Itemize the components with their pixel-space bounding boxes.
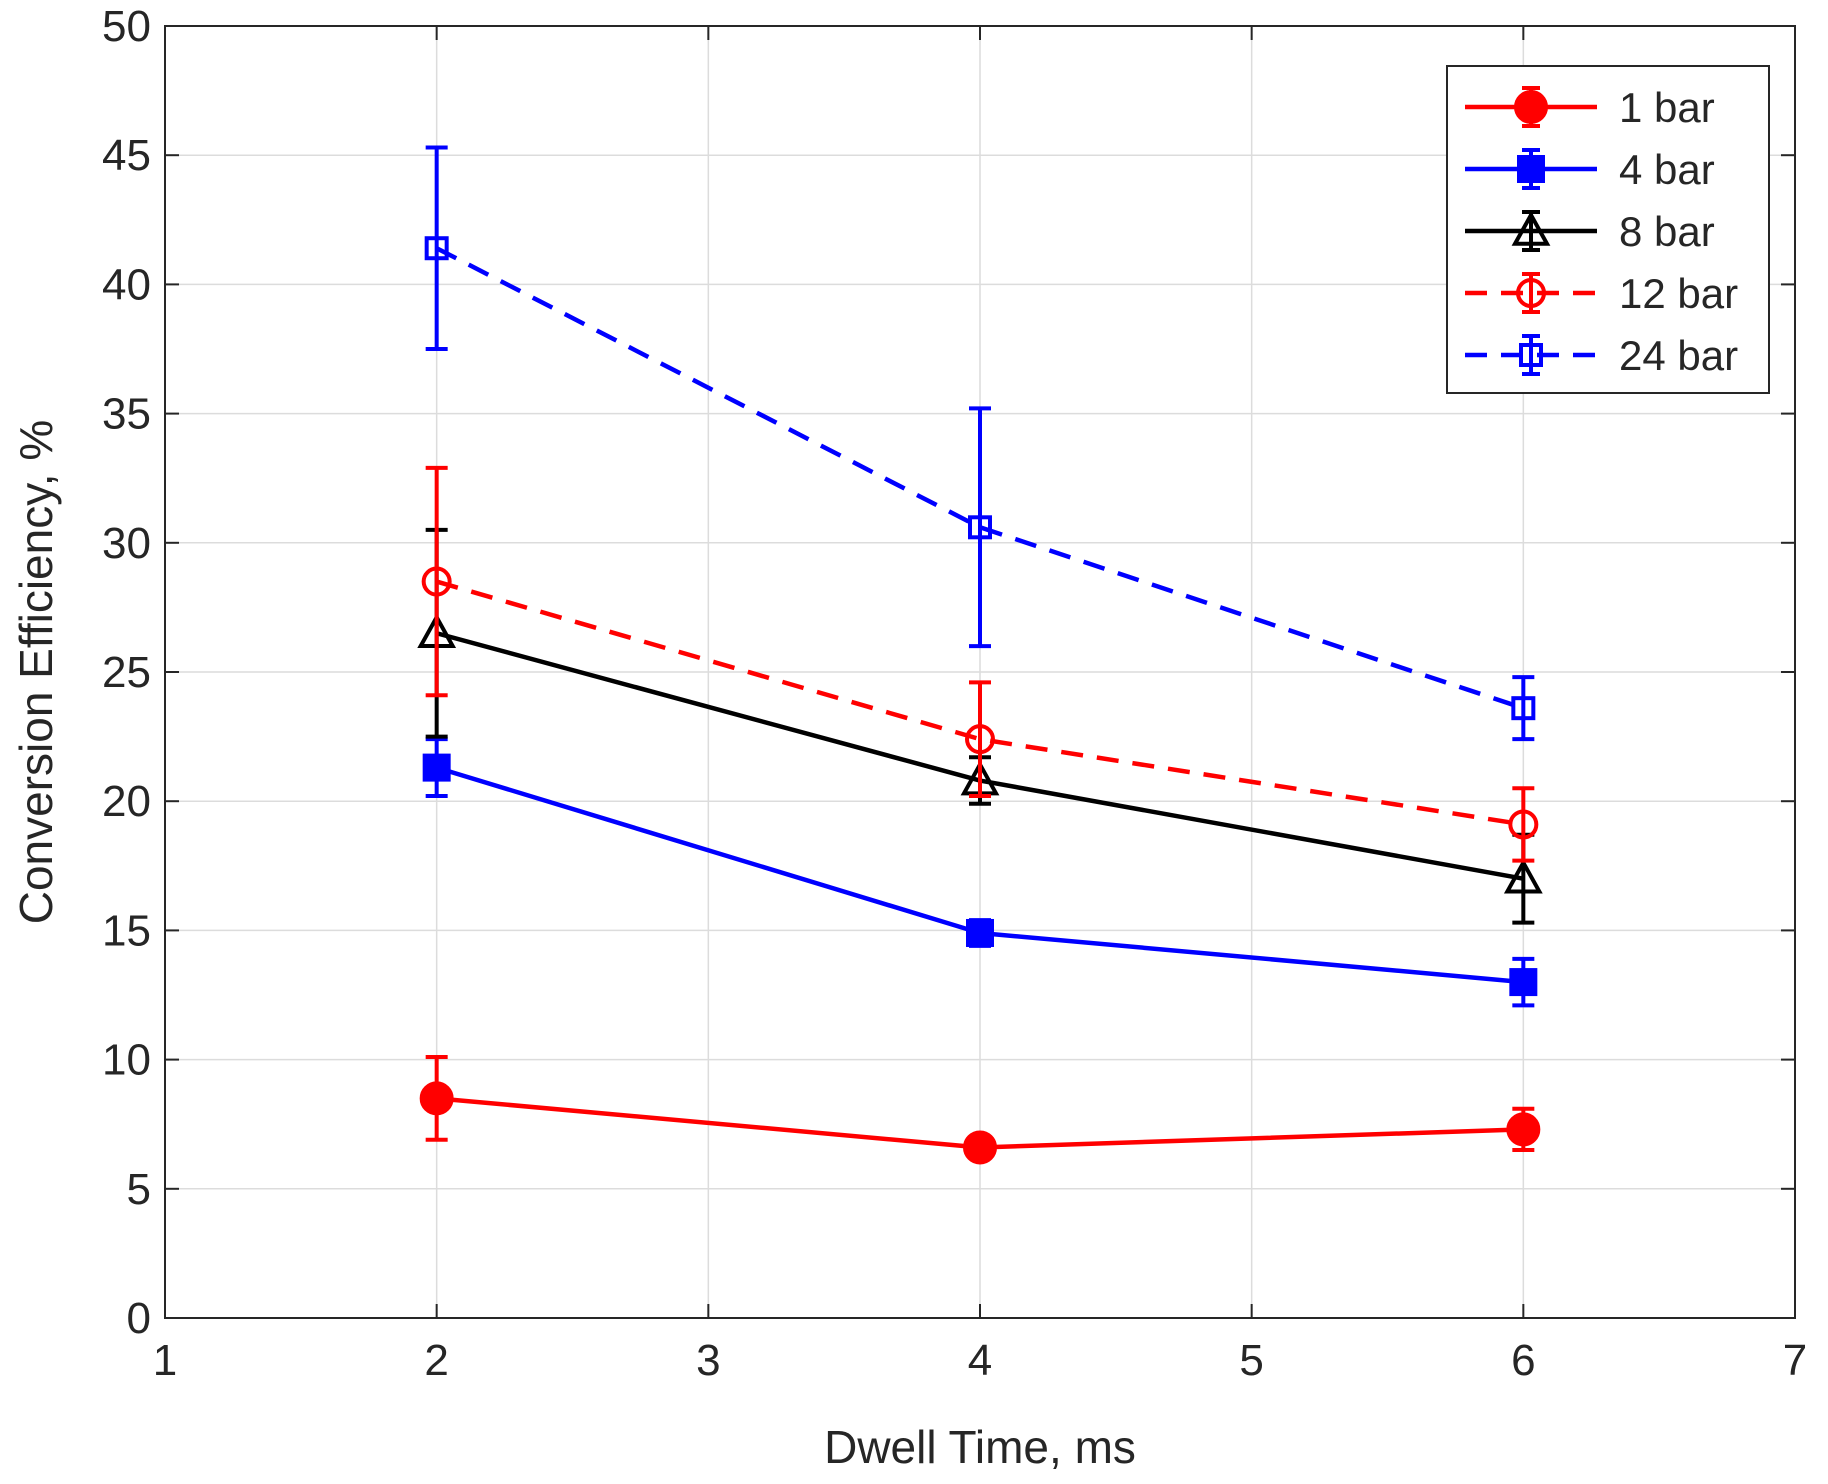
legend: 1 bar 4 bar 8 bar 12 bar 24 bar: [1446, 65, 1770, 394]
series-12-bar: [421, 465, 1539, 863]
series-24-bar: [424, 145, 1536, 742]
data-point-1-bar: [1506, 1112, 1541, 1147]
y-tick-label: 30: [102, 519, 151, 568]
legend-marker-8-bar: [1511, 210, 1551, 246]
data-point-4-bar: [966, 918, 994, 947]
y-axis-label: Conversion Efficiency, %: [10, 420, 62, 925]
series-line-12-bar: [436, 579, 1524, 827]
y-tick-label: 5: [127, 1165, 151, 1214]
x-tick-label: 7: [1783, 1336, 1807, 1385]
legend-entry-24-bar: 24 bar: [1465, 332, 1738, 379]
x-tick-label: 3: [696, 1336, 720, 1385]
y-tick-label: 0: [127, 1294, 151, 1343]
series-1-bar: [419, 1055, 1541, 1165]
legend-entry-4-bar: 4 bar: [1465, 146, 1715, 193]
x-tick-label: 5: [1239, 1336, 1263, 1385]
series-4-bar: [422, 737, 1538, 1008]
data-point-12-bar: [965, 724, 995, 755]
data-point-1-bar: [963, 1130, 997, 1165]
x-tick-label: 4: [968, 1336, 992, 1385]
data-point-12-bar: [421, 566, 452, 597]
legend-marker-24-bar: [1519, 343, 1543, 367]
x-tick-label: 6: [1511, 1336, 1535, 1385]
legend-label-24-bar: 24 bar: [1619, 332, 1738, 379]
data-point-24-bar: [968, 515, 992, 540]
x-tick-label: 1: [153, 1336, 177, 1385]
x-axis-label: Dwell Time, ms: [824, 1421, 1136, 1473]
data-point-4-bar: [422, 753, 451, 782]
y-tick-label: 50: [102, 2, 151, 51]
data-point-8-bar: [1503, 858, 1543, 894]
y-tick-label: 25: [102, 648, 151, 697]
legend-label-1-bar: 1 bar: [1619, 84, 1715, 131]
data-point-1-bar: [419, 1081, 454, 1116]
legend-entry-8-bar: 8 bar: [1465, 208, 1715, 255]
series: [417, 145, 1543, 1165]
legend-marker-12-bar: [1516, 278, 1546, 308]
y-tick-label: 10: [102, 1036, 151, 1085]
y-tick-label: 40: [102, 260, 151, 309]
legend-marker-1-bar: [1514, 90, 1548, 124]
x-tick-label: 2: [424, 1336, 448, 1385]
y-tick-label: 45: [102, 131, 151, 180]
data-point-4-bar: [1509, 968, 1538, 997]
data-point-24-bar: [424, 236, 449, 261]
data-point-24-bar: [1511, 696, 1536, 721]
legend-marker-4-bar: [1517, 155, 1545, 183]
legend-label-12-bar: 12 bar: [1619, 270, 1738, 317]
legend-label-8-bar: 8 bar: [1619, 208, 1715, 255]
legend-entry-1-bar: 1 bar: [1465, 84, 1715, 131]
series-line-24-bar: [435, 246, 1525, 711]
data-point-12-bar: [1508, 809, 1539, 840]
legend-entry-12-bar: 12 bar: [1465, 270, 1738, 317]
y-tick-label: 15: [102, 906, 151, 955]
y-tick-label: 35: [102, 390, 151, 439]
legend-label-4-bar: 4 bar: [1619, 146, 1715, 193]
y-tick-label: 20: [102, 777, 151, 826]
